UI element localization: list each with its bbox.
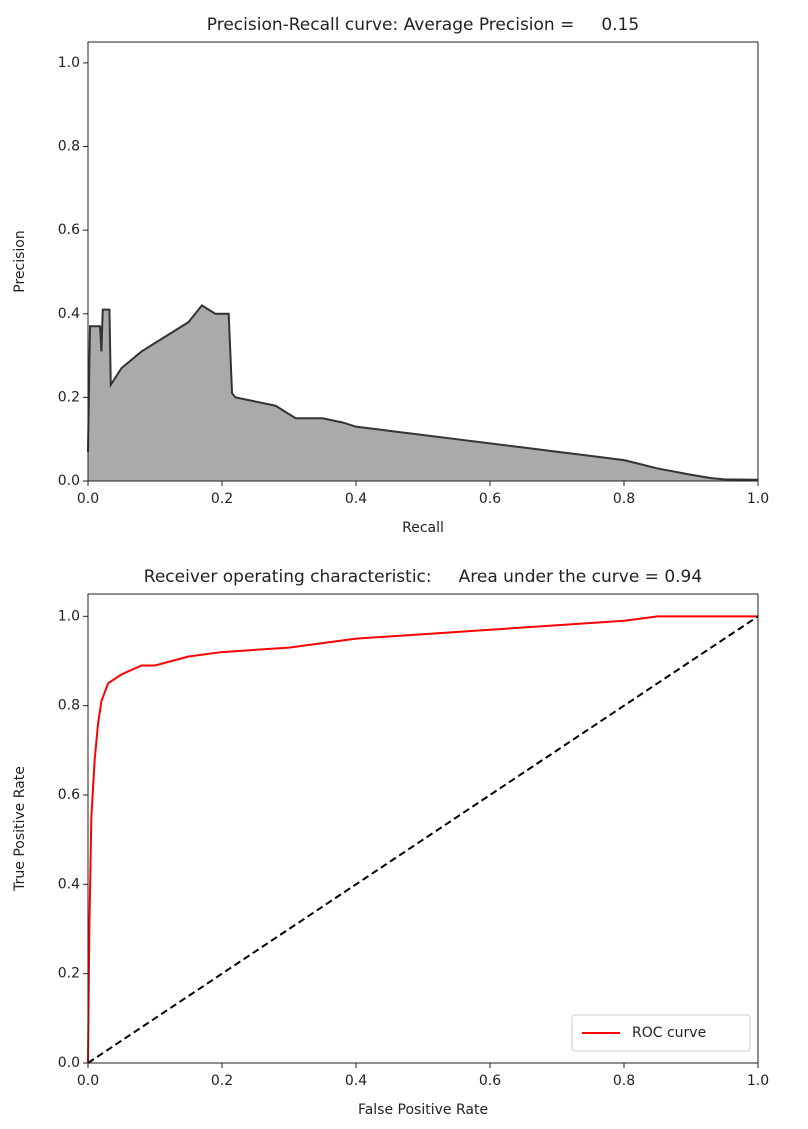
- x-tick-label: 0.2: [211, 491, 233, 507]
- x-tick-label: 0.6: [479, 1073, 501, 1089]
- y-tick-label: 1.0: [58, 608, 80, 624]
- y-tick-label: 0.4: [58, 306, 80, 322]
- area-fill: [88, 305, 758, 481]
- y-tick-label: 0.8: [58, 698, 80, 714]
- curve-line: [87, 304, 759, 481]
- y-tick-label: 0.2: [58, 966, 80, 982]
- y-axis-label: Precision: [12, 230, 28, 292]
- y-tick-label: 0.8: [58, 139, 80, 155]
- x-tick-label: 0.6: [479, 491, 501, 507]
- y-tick-label: 0.2: [58, 389, 80, 405]
- y-tick-label: 0.4: [58, 876, 80, 892]
- line: [87, 615, 758, 1064]
- x-axis-label: False Positive Rate: [358, 1102, 488, 1118]
- y-tick-label: 0.6: [58, 222, 80, 238]
- x-tick-label: 0.8: [613, 491, 635, 507]
- x-tick-label: 0.4: [345, 491, 367, 507]
- x-axis-label: Recall: [402, 520, 444, 536]
- plot-frame: [87, 41, 759, 482]
- x-tick-label: 1.0: [747, 491, 769, 507]
- x-tick-label: 0.0: [77, 1073, 99, 1089]
- y-tick-label: 0.6: [58, 787, 80, 803]
- line: [87, 615, 759, 1064]
- chart-title: Receiver operating characteristic: Area …: [144, 567, 702, 587]
- x-tick-label: 0.4: [345, 1073, 367, 1089]
- legend-box: [571, 1014, 751, 1052]
- x-tick-label: 0.8: [613, 1073, 635, 1089]
- plot-frame: [87, 593, 759, 1064]
- x-tick-label: 0.2: [211, 1073, 233, 1089]
- y-tick-label: 0.0: [58, 473, 80, 489]
- y-axis-label: True Positive Rate: [12, 766, 28, 892]
- y-tick-label: 1.0: [58, 55, 80, 71]
- legend-label: ROC curve: [632, 1025, 706, 1041]
- x-tick-label: 1.0: [747, 1073, 769, 1089]
- x-tick-label: 0.0: [77, 491, 99, 507]
- y-tick-label: 0.0: [58, 1055, 80, 1071]
- chart-title: Precision-Recall curve: Average Precisio…: [207, 15, 639, 35]
